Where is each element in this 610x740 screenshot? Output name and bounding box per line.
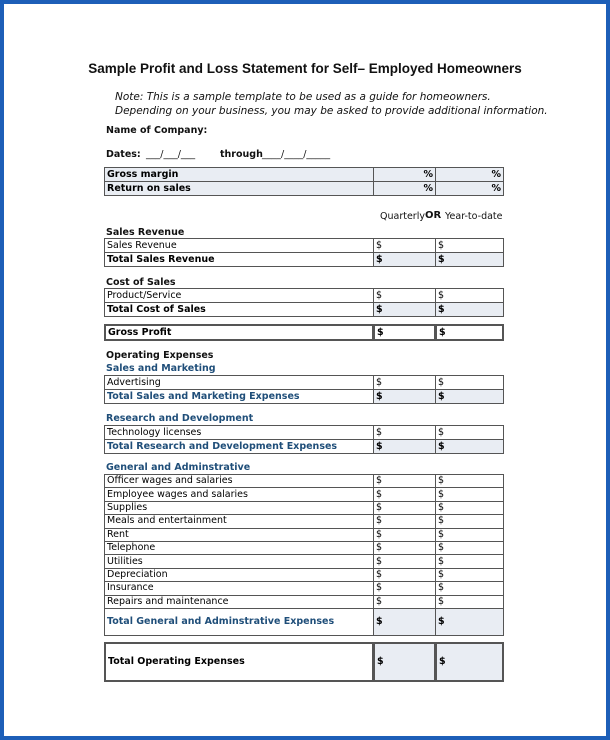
row-value: $ — [435, 500, 504, 516]
row-value: $ — [373, 389, 436, 404]
row-value: $ — [435, 541, 504, 556]
note-line: Depending on your business, you may be a… — [115, 105, 548, 117]
row-label: Product/Service — [104, 288, 374, 303]
row-label: Total Research and Development Expenses — [104, 439, 374, 454]
row-label: Officer wages and salaries — [104, 474, 374, 489]
row-label: Telephone — [104, 541, 374, 556]
section-heading: Cost of Sales — [106, 277, 176, 288]
row-value: $ — [435, 514, 504, 529]
row-value: $ — [435, 425, 504, 440]
row-label: Total Operating Expenses — [104, 642, 374, 682]
section-heading: Research and Development — [106, 413, 254, 424]
row-label: Gross margin — [104, 167, 374, 182]
row-value: $ — [435, 302, 504, 317]
row-label: Return on sales — [104, 181, 374, 196]
row-value: $ — [373, 608, 436, 636]
row-value: $ — [373, 527, 436, 542]
row-value: $ — [373, 425, 436, 440]
title: Sample Profit and Loss Statement for Sel… — [88, 61, 522, 76]
row-value: $ — [435, 324, 504, 341]
row-value: $ — [435, 389, 504, 404]
row-value: % — [373, 181, 436, 196]
row-value: $ — [373, 302, 436, 317]
row-value: % — [373, 167, 436, 182]
row-value: $ — [435, 608, 504, 636]
row-value: $ — [435, 487, 504, 502]
row-label: Supplies — [104, 500, 374, 516]
row-label: Total Cost of Sales — [104, 302, 374, 317]
row-value: $ — [373, 642, 436, 682]
row-label: Total Sales and Marketing Expenses — [104, 389, 374, 404]
row-value: % — [435, 181, 504, 196]
row-label: Repairs and maintenance — [104, 594, 374, 609]
row-value: $ — [373, 500, 436, 516]
row-value: $ — [435, 581, 504, 596]
row-value: $ — [373, 238, 436, 253]
row-label: Total General and Adminstrative Expenses — [104, 608, 374, 636]
date-blank: ___/___/___ — [146, 149, 196, 160]
dates-label: Dates: — [106, 149, 141, 160]
section-heading: Sales Revenue — [106, 227, 185, 238]
row-label: Depreciation — [104, 567, 374, 583]
row-label: Technology licenses — [104, 425, 374, 440]
row-value: $ — [373, 324, 436, 341]
row-label: Sales Revenue — [104, 238, 374, 253]
row-value: $ — [435, 252, 504, 267]
row-label: Employee wages and salaries — [104, 487, 374, 502]
section-heading: Operating Expenses — [106, 350, 214, 361]
row-value: $ — [435, 375, 504, 390]
row-value: $ — [373, 541, 436, 556]
row-value: $ — [435, 554, 504, 569]
row-value: $ — [373, 514, 436, 529]
row-value: $ — [435, 474, 504, 489]
date-blank: ____/____/_____ — [262, 149, 331, 160]
row-value: $ — [373, 567, 436, 583]
row-value: % — [435, 167, 504, 182]
row-label: Meals and entertainment — [104, 514, 374, 529]
period-first: Quarterly — [380, 211, 425, 222]
company-label: Name of Company: — [106, 125, 208, 136]
row-label: Utilities — [104, 554, 374, 569]
row-value: $ — [373, 474, 436, 489]
row-label: Gross Profit — [104, 324, 374, 341]
section-heading: General and Adminstrative — [106, 462, 251, 473]
row-value: $ — [435, 594, 504, 609]
dates-through: through — [220, 149, 263, 160]
row-value: $ — [435, 288, 504, 303]
row-value: $ — [373, 554, 436, 569]
row-value: $ — [373, 487, 436, 502]
period-or: OR — [425, 210, 442, 221]
row-value: $ — [373, 594, 436, 609]
row-value: $ — [435, 439, 504, 454]
row-value: $ — [435, 527, 504, 542]
row-value: $ — [373, 375, 436, 390]
row-label: Total Sales Revenue — [104, 252, 374, 267]
row-value: $ — [373, 288, 436, 303]
row-value: $ — [373, 252, 436, 267]
row-value: $ — [435, 567, 504, 583]
row-value: $ — [435, 238, 504, 253]
row-label: Rent — [104, 527, 374, 542]
row-value: $ — [373, 581, 436, 596]
row-value: $ — [435, 642, 504, 682]
row-label: Insurance — [104, 581, 374, 596]
row-label: Advertising — [104, 375, 374, 390]
row-value: $ — [373, 439, 436, 454]
note-line: Note: This is a sample template to be us… — [115, 91, 491, 103]
period-second: Year-to-date — [445, 211, 503, 222]
section-heading: Sales and Marketing — [106, 363, 216, 374]
